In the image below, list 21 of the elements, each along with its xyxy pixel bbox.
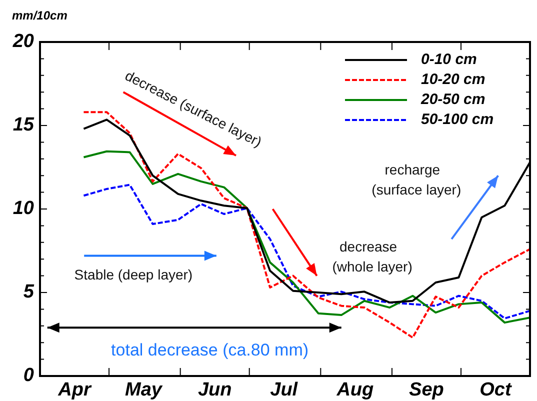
x-tick-label: Oct xyxy=(480,380,512,401)
x-tick-label: Sep xyxy=(409,380,444,401)
annotation: decrease (whole layer) xyxy=(332,238,412,274)
y-tick-label: 15 xyxy=(12,114,34,136)
y-tick-label: 10 xyxy=(12,198,34,220)
y-tick-label: 0 xyxy=(23,365,34,386)
x-tick-label: Jun xyxy=(198,380,232,401)
legend-label: 20-50 cm xyxy=(420,91,486,108)
x-tick-label: Aug xyxy=(336,380,374,401)
y-axis-title: mm/10cm xyxy=(12,8,68,22)
y-tick-label: 5 xyxy=(23,282,34,303)
legend-label: 10-20 cm xyxy=(421,71,486,88)
annotation: Stable (deep layer) xyxy=(74,266,193,283)
x-tick-label: May xyxy=(125,380,164,401)
x-tick-label: Jul xyxy=(270,380,298,401)
legend-label: 0-10 cm xyxy=(421,51,477,68)
annotation: total decrease (ca.80 mm) xyxy=(111,340,309,360)
y-tick-label: 20 xyxy=(12,31,34,52)
x-tick-label: Apr xyxy=(57,380,92,401)
legend-label: 50-100 cm xyxy=(421,111,494,128)
annotation: recharge (surface layer) xyxy=(372,161,462,198)
